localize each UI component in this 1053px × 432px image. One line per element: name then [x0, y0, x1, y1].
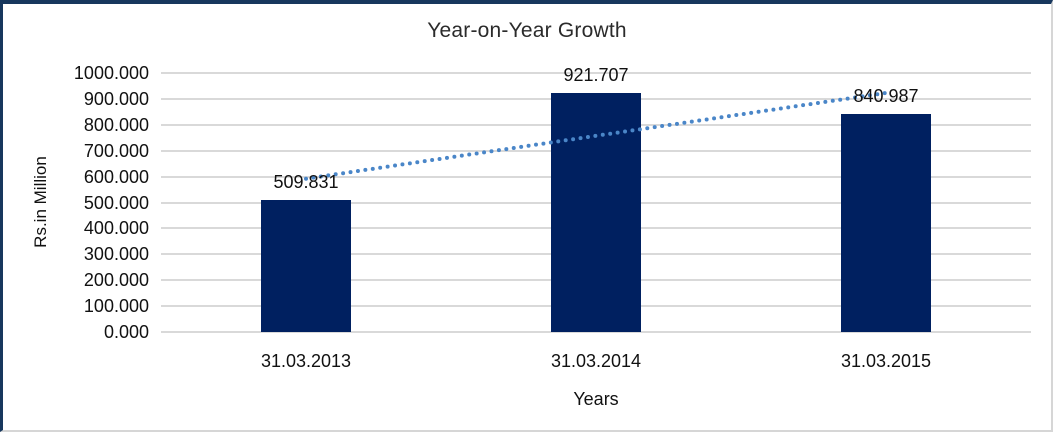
y-tick-label: 0.000 — [103, 322, 149, 342]
y-tick-label: 100.000 — [83, 296, 149, 317]
bar-data-label: 509.831 — [273, 171, 339, 192]
gridline — [161, 72, 1031, 74]
bar-data-label: 921.707 — [563, 65, 629, 86]
y-tick-label: 500.000 — [83, 192, 149, 213]
y-tick-label: 400.000 — [83, 218, 149, 239]
y-tick-label: 600.000 — [83, 166, 149, 187]
chart-title: Year-on-Year Growth — [427, 19, 627, 42]
x-tick-label: 31.03.2013 — [260, 351, 352, 371]
y-tick-label: 200.000 — [83, 270, 149, 291]
bar-data-label: 840.987 — [853, 86, 919, 107]
y-tick-label: 900.000 — [83, 88, 149, 109]
y-tick-label: 1000.000 — [73, 63, 149, 83]
y-tick-label: 300.000 — [83, 244, 149, 265]
gridline — [161, 331, 1031, 333]
plot-area — [161, 72, 1031, 333]
bar — [841, 114, 931, 332]
bar — [261, 199, 351, 332]
x-tick-label: 31.03.2014 — [550, 351, 642, 371]
x-axis-title: Years — [573, 389, 619, 409]
y-tick-label: 800.000 — [83, 114, 149, 135]
x-tick-label: 31.03.2015 — [840, 351, 932, 371]
bar — [551, 93, 641, 332]
y-tick-label: 700.000 — [83, 140, 149, 161]
